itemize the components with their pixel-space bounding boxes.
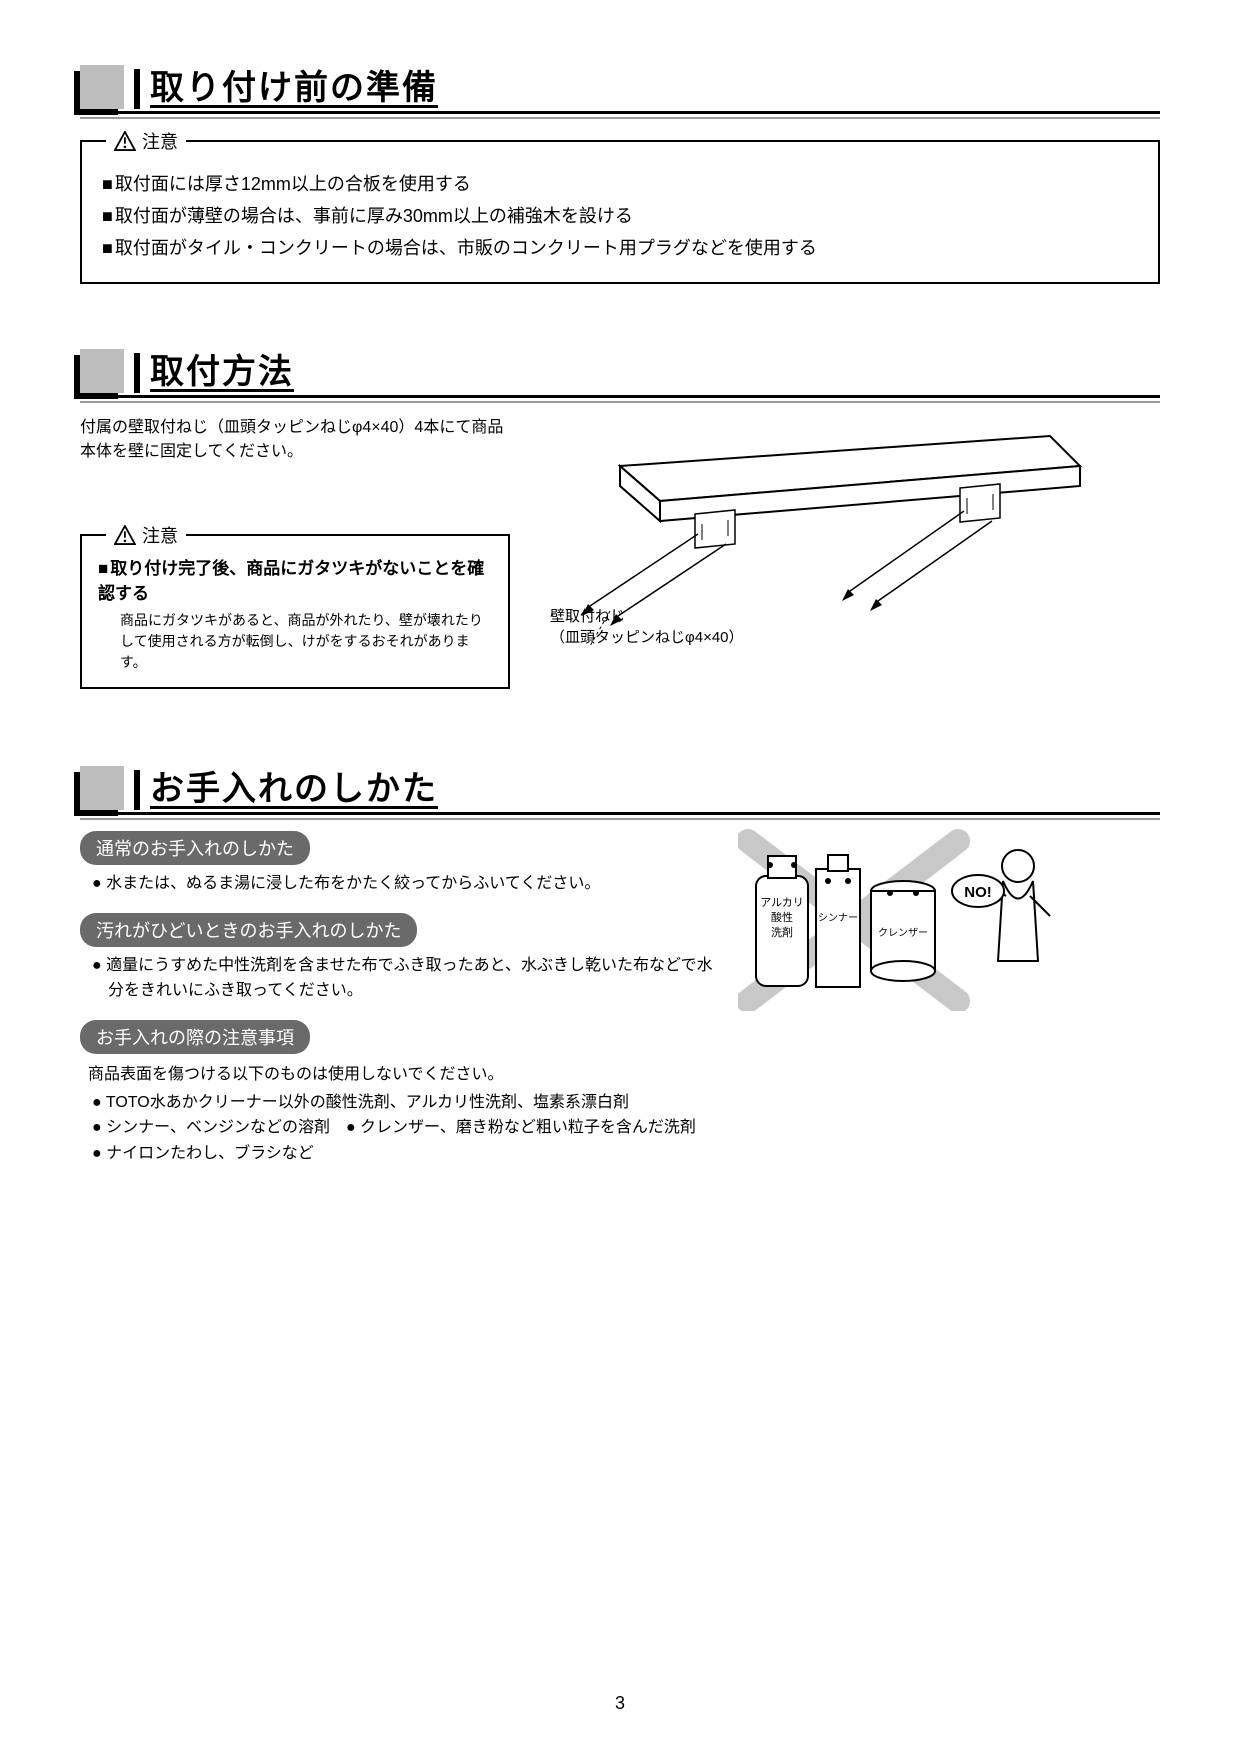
caution-box-installation: 注意 ■取り付け完了後、商品にガタツキがないことを確認する 商品にガタツキがある… xyxy=(80,534,510,689)
caution-legend: 注意 xyxy=(106,522,186,548)
care-list-heavy: 適量にうすめた中性洗剤を含ませた布でふき取ったあと、水ぶきし乾いた布などで水分を… xyxy=(80,953,720,1004)
caution-label: 注意 xyxy=(142,522,178,548)
installation-lead: 付属の壁取付ねじ（皿頭タッピンねじφ4×40）4本にて商品本体を壁に固定してくだ… xyxy=(80,416,510,464)
care-list-normal: 水または、ぬるま湯に浸した布をかたく絞ってからふいてください。 xyxy=(80,871,720,897)
list-item: 水または、ぬるま湯に浸した布をかたく絞ってからふいてください。 xyxy=(88,871,720,897)
section-preparation: 取り付け前の準備 注意 ■取付面には厚さ12mm以上の合板を使用する ■取付面が… xyxy=(80,60,1160,284)
pill-care-caution: お手入れの際の注意事項 xyxy=(80,1020,310,1054)
heading-care: お手入れのしかた xyxy=(80,761,1160,815)
caution-item: ■取付面がタイル・コンクリートの場合は、市販のコンクリート用プラグなどを使用する xyxy=(102,234,1138,260)
pill-heavy-dirt: 汚れがひどいときのお手入れのしかた xyxy=(80,913,417,947)
heading-bar-icon xyxy=(134,353,140,393)
list-item: シンナー、ベンジンなどの溶剤 ● クレンザー、磨き粉など粗い粒子を含んだ洗剤 xyxy=(88,1115,720,1141)
do-not-use-illustration-icon: アルカリ 酸性 洗剤 シンナー クレンザー xyxy=(738,821,1058,1011)
heading-bar-icon xyxy=(134,770,140,810)
heading-text: 取り付け前の準備 xyxy=(150,60,438,109)
installation-text-column: 付属の壁取付ねじ（皿頭タッピンねじφ4×40）4本にて商品本体を壁に固定してくだ… xyxy=(80,416,510,689)
svg-text:アルカリ: アルカリ xyxy=(760,896,804,909)
care-caution-list: TOTO水あかクリーナー以外の酸性洗剤、アルカリ性洗剤、塩素系漂白剤 シンナー、… xyxy=(80,1090,720,1167)
list-item: TOTO水あかクリーナー以外の酸性洗剤、アルカリ性洗剤、塩素系漂白剤 xyxy=(88,1090,720,1116)
heading-installation: 取付方法 xyxy=(80,344,1160,398)
svg-text:酸性: 酸性 xyxy=(771,910,793,924)
caution-item: ■取付面が薄壁の場合は、事前に厚み30mm以上の補強木を設ける xyxy=(102,202,1138,228)
warning-triangle-icon xyxy=(114,525,136,545)
diagram-caption: 壁取付ねじ （皿頭タッピンねじφ4×40） xyxy=(550,606,744,648)
pill-normal-care: 通常のお手入れのしかた xyxy=(80,831,310,865)
heading-bar-icon xyxy=(134,69,140,109)
heading-text: 取付方法 xyxy=(150,344,294,393)
caution-sub-text: 商品にガタツキがあると、商品が外れたり、壁が壊れたりして使用される方が転倒し、け… xyxy=(98,610,492,673)
caution-legend: 注意 xyxy=(106,128,186,154)
heading-block-icon xyxy=(80,766,124,810)
care-illustration: アルカリ 酸性 洗剤 シンナー クレンザー xyxy=(738,815,1058,1016)
svg-text:洗剤: 洗剤 xyxy=(771,925,793,939)
heading-block-icon xyxy=(80,65,124,109)
caution-label: 注意 xyxy=(142,128,178,154)
heading-text: お手入れのしかた xyxy=(150,761,438,810)
list-item: ナイロンたわし、ブラシなど xyxy=(88,1141,720,1167)
shelf-diagram-icon xyxy=(530,416,1090,696)
svg-text:クレンザー: クレンザー xyxy=(878,927,928,939)
list-item: 適量にうすめた中性洗剤を含ませた布でふき取ったあと、水ぶきし乾いた布などで水分を… xyxy=(88,953,720,1004)
page-number: 3 xyxy=(615,1693,625,1714)
section-installation: 取付方法 付属の壁取付ねじ（皿頭タッピンねじφ4×40）4本にて商品本体を壁に固… xyxy=(80,344,1160,701)
caution-item: ■取付面には厚さ12mm以上の合板を使用する xyxy=(102,170,1138,196)
warning-triangle-icon xyxy=(114,131,136,151)
section-care: お手入れのしかた 通常のお手入れのしかた 水または、ぬるま湯に浸した布をかたく絞… xyxy=(80,761,1160,1167)
care-caution-lead: 商品表面を傷つける以下のものは使用しないでください。 xyxy=(80,1060,720,1084)
svg-text:NO!: NO! xyxy=(964,884,992,901)
heading-block-icon xyxy=(80,349,124,393)
care-text-column: 通常のお手入れのしかた 水または、ぬるま湯に浸した布をかたく絞ってからふいてくだ… xyxy=(80,815,720,1167)
caution-bold-line: ■取り付け完了後、商品にガタツキがないことを確認する xyxy=(98,554,492,604)
installation-diagram: 壁取付ねじ （皿頭タッピンねじφ4×40） xyxy=(530,416,1160,701)
caution-box-preparation: 注意 ■取付面には厚さ12mm以上の合板を使用する ■取付面が薄壁の場合は、事前… xyxy=(80,140,1160,284)
heading-preparation: 取り付け前の準備 xyxy=(80,60,1160,114)
svg-text:シンナー: シンナー xyxy=(818,912,858,924)
